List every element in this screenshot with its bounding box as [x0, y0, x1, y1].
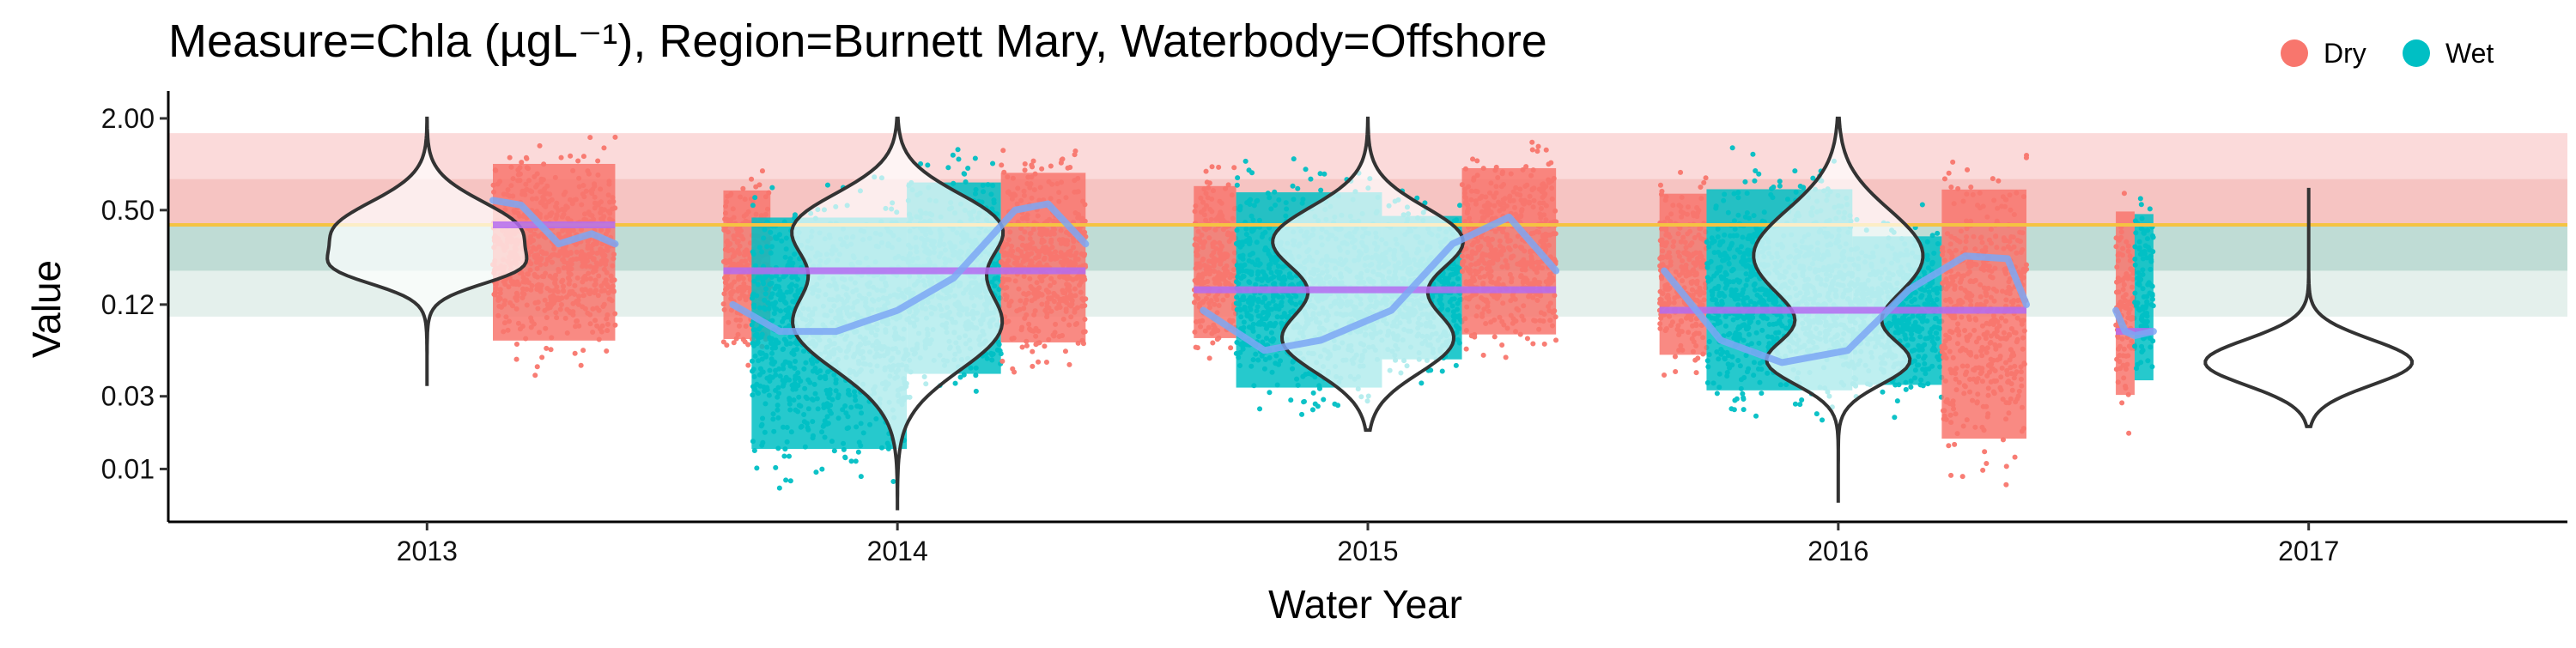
x-tick-label: 2015 — [1337, 536, 1398, 566]
y-axis-title: Value — [24, 260, 69, 358]
violins — [325, 116, 2415, 511]
y-tick-label: 0.01 — [101, 453, 155, 484]
trend-smooth-4 — [2112, 306, 2157, 340]
y-tick-label: 2.00 — [101, 103, 155, 134]
trend-smooth-0 — [489, 197, 619, 248]
point-cloud-core — [2116, 211, 2135, 396]
chart-title: Measure=Chla (µgL⁻¹), Region=Burnett Mar… — [168, 15, 1547, 67]
legend-item-wet: Wet — [2403, 38, 2494, 69]
x-tick-label: 2013 — [397, 536, 458, 566]
violin-2015 — [1271, 116, 1465, 433]
legend-item-dry: Dry — [2281, 38, 2366, 69]
trend-lines — [489, 197, 2157, 366]
point-cloud-14 — [2132, 196, 2156, 381]
x-tick-label: 2017 — [2278, 536, 2339, 566]
trend-smooth-2 — [1200, 213, 1560, 354]
point-cloud-core — [1000, 173, 1086, 342]
violin-2017 — [2203, 187, 2415, 428]
point-cloud-12 — [1939, 153, 2030, 488]
point-cloud-core — [2134, 214, 2154, 381]
trend-smooth-3 — [1661, 252, 2030, 366]
y-tick-label: 0.50 — [101, 195, 155, 226]
x-tick-label: 2014 — [867, 536, 928, 566]
point-cloud-core — [1941, 189, 2026, 439]
legend: Dry Wet — [2281, 38, 2494, 69]
axes: 2.00 0.50 0.12 0.03 0.01 2013 2014 2015 2016 2017 — [101, 91, 2567, 566]
legend-label: Dry — [2324, 38, 2366, 69]
legend-swatch — [2281, 39, 2308, 67]
y-tick-label: 0.12 — [101, 289, 155, 320]
y-tick-label: 0.03 — [101, 381, 155, 412]
x-axis-title: Water Year — [1268, 582, 1462, 627]
legend-label: Wet — [2445, 38, 2494, 69]
legend-swatch — [2403, 39, 2430, 67]
x-tick-label: 2016 — [1807, 536, 1868, 566]
trend-smooth-1 — [729, 200, 1090, 336]
violin-2013 — [325, 116, 529, 386]
point-cloud-4 — [998, 148, 1089, 375]
point-cloud-13 — [2113, 191, 2137, 436]
